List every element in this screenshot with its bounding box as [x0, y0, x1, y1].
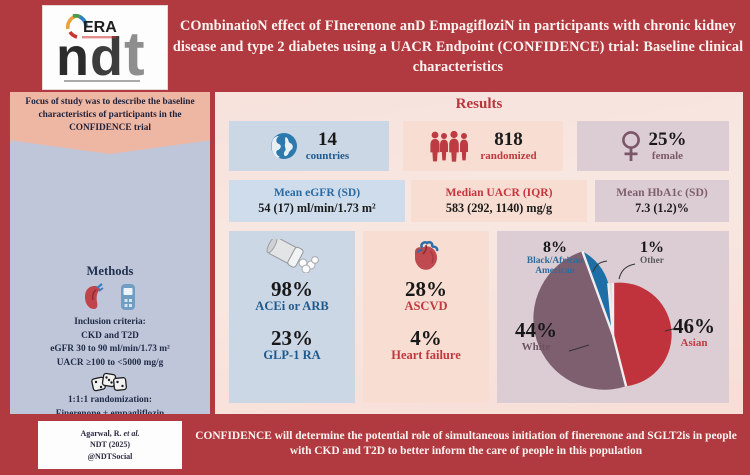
citation-journal: NDT (2025): [89, 440, 131, 450]
randomized-label: randomized: [480, 150, 537, 162]
conclusion-banner: CONFIDENCE will determine the potential …: [188, 418, 744, 470]
stat-card-countries: 14 countries: [229, 121, 389, 171]
stat-card-female: 25% female: [577, 121, 729, 171]
results-panel: Results 14 countries: [215, 92, 743, 414]
methods-heading: Methods: [86, 264, 134, 278]
heart-icon: [414, 240, 439, 270]
acei-arb-value: 98%: [270, 277, 313, 301]
uacr-heading: Median UACR (IQR): [445, 186, 553, 200]
ascvd-value: 28%: [404, 277, 447, 301]
pie-slice-asian: [613, 282, 672, 387]
pie-name-other: Other: [640, 256, 664, 267]
inclusion-line-3: eGFR 30 to 90 ml/min/1.73 m²: [50, 344, 170, 355]
pie-label-white: 44% White: [503, 319, 569, 354]
globe-icon: [270, 133, 297, 159]
focus-wedge-background: [10, 92, 210, 154]
glp1-label: GLP-1 RA: [263, 347, 321, 362]
hba1c-value: 7.3 (1.2)%: [635, 200, 689, 215]
pie-name-white: White: [521, 340, 551, 353]
randomization-icons: [10, 371, 210, 393]
methods-sidebar: Focus of study was to describe the basel…: [10, 92, 210, 414]
inclusion-line-4: UACR ≥100 to <5000 mg/g: [56, 357, 164, 368]
pie-slice-white: [533, 251, 627, 390]
citation-authors: Agarwal, R. et al.: [80, 429, 140, 439]
inclusion-criteria-icons: [10, 282, 210, 312]
logo-artwork: n d t ERA: [56, 13, 145, 87]
header-banner: n d t ERA COmbinatioN effect of FInereno…: [0, 0, 750, 92]
inclusion-line-2: CKD and T2D: [81, 330, 139, 341]
citation-handle: @NDTSocial: [87, 451, 133, 461]
heart-icon-wrap: [408, 239, 444, 273]
pie-label-asian: 46% Asian: [663, 315, 725, 350]
pie-name-asian: Asian: [680, 336, 708, 349]
heart-failure-label: Heart failure: [391, 347, 461, 362]
stat-card-randomized: 818 randomized: [403, 121, 563, 171]
pie-value-black-african-american: 8%: [543, 239, 567, 256]
acei-arb-label: ACEi or ARB: [255, 299, 329, 314]
dice-icon: [91, 372, 127, 392]
randomization-text: 1:1:1 randomization: Finerenone + empagl…: [10, 394, 210, 414]
pie-label-other: 1% Other: [619, 239, 685, 266]
pie-name-black-african-american: Black/African American: [526, 256, 584, 277]
stat-card-hba1c: Mean HbA1c (SD) 7.3 (1.2)%: [595, 180, 729, 222]
kidney-icon: [84, 283, 104, 309]
female-symbol-icon: [621, 131, 640, 161]
heart-failure-value: 4%: [410, 325, 442, 350]
svg-text:t: t: [124, 20, 145, 87]
svg-text:ERA: ERA: [83, 19, 117, 36]
uacr-value: 583 (292, 1140) mg/g: [445, 200, 553, 215]
era-ndt-logo: n d t ERA: [42, 5, 168, 90]
pill-bottle-icon-wrap: [261, 236, 323, 274]
hba1c-heading: Mean HbA1c (SD): [616, 186, 708, 200]
stat-card-uacr: Median UACR (IQR) 583 (292, 1140) mg/g: [411, 180, 587, 222]
glucose-meter-icon: [120, 284, 135, 310]
pie-value-asian: 46%: [673, 314, 715, 338]
inclusion-criteria-text: Inclusion criteria: CKD and T2D eGFR 30 …: [10, 316, 210, 370]
citation-block: Agarwal, R. et al. NDT (2025) @NDTSocial: [38, 421, 182, 469]
pie-value-white: 44%: [515, 318, 557, 342]
randomization-line-1: 1:1:1 randomization:: [68, 395, 152, 405]
stat-card-cardiovascular: 28% ASCVD 4% Heart failure: [363, 231, 489, 403]
countries-label: countries: [305, 150, 350, 162]
pie-chart-svg: [533, 250, 674, 390]
egfr-value: 54 (17) ml/min/1.73 m²: [258, 200, 376, 215]
pill-bottle-icon: [266, 236, 319, 274]
page-title: COmbinatioN effect of FInerenone anD Emp…: [172, 18, 744, 76]
female-value: 25%: [648, 129, 687, 150]
female-label: female: [651, 150, 684, 162]
egfr-heading: Mean eGFR (SD): [273, 186, 361, 200]
randomized-value: 818: [494, 129, 523, 150]
pie-label-black-african-american: 8% Black/African American: [509, 239, 601, 277]
ascvd-label: ASCVD: [404, 299, 448, 314]
race-ethnicity-pie-card: 8% Black/African American 1% Other 44% W…: [497, 231, 729, 403]
stat-card-egfr: Mean eGFR (SD) 54 (17) ml/min/1.73 m²: [229, 180, 405, 222]
countries-value: 14: [317, 129, 337, 150]
inclusion-line-1: Inclusion criteria:: [74, 317, 146, 327]
focus-of-study-text: Focus of study was to describe the basel…: [25, 97, 195, 134]
stat-card-medications: 98% ACEi or ARB 23% GLP-1 RA: [229, 231, 355, 403]
pie-value-other: 1%: [640, 239, 664, 256]
people-icon: [430, 130, 469, 162]
randomization-line-2: Finerenone + empagliflozin: [55, 408, 165, 414]
glp1-value: 23%: [270, 325, 313, 350]
results-heading: Results: [455, 96, 503, 112]
pie-chart: 8% Black/African American 1% Other 44% W…: [497, 231, 729, 403]
